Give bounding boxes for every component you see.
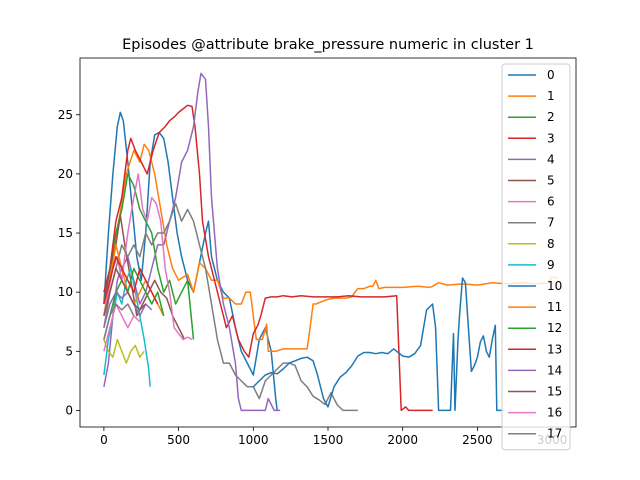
x-tick-label: 1500 bbox=[313, 433, 344, 447]
legend-label: 0 bbox=[547, 68, 555, 82]
series-line-13 bbox=[103, 255, 159, 305]
legend-label: 10 bbox=[547, 279, 562, 293]
chart-title: Episodes @attribute brake_pressure numer… bbox=[122, 37, 534, 53]
series-line-3 bbox=[103, 104, 433, 412]
legend-label: 4 bbox=[547, 152, 555, 166]
y-tick-label: 0 bbox=[65, 403, 73, 417]
legend-label: 7 bbox=[547, 216, 555, 230]
series-line-15 bbox=[103, 267, 147, 316]
legend-label: 16 bbox=[547, 406, 562, 420]
series-line-10 bbox=[252, 277, 505, 412]
series-layer bbox=[103, 72, 559, 412]
y-tick-label: 25 bbox=[58, 108, 73, 122]
y-tick-label: 20 bbox=[58, 167, 73, 181]
x-tick-label: 500 bbox=[167, 433, 190, 447]
series-line-12 bbox=[103, 267, 165, 340]
x-tick-label: 2500 bbox=[462, 433, 493, 447]
x-tick-label: 0 bbox=[100, 433, 108, 447]
legend-label: 9 bbox=[547, 258, 555, 272]
legend-label: 6 bbox=[547, 195, 555, 209]
legend-label: 17 bbox=[547, 427, 562, 441]
legend-label: 5 bbox=[547, 174, 555, 188]
y-tick-label: 15 bbox=[58, 226, 73, 240]
series-line-5 bbox=[103, 214, 186, 340]
legend-label: 15 bbox=[547, 385, 562, 399]
y-tick-label: 5 bbox=[65, 344, 73, 358]
series-line-0 bbox=[103, 111, 278, 411]
series-line-17 bbox=[103, 303, 135, 340]
legend-label: 8 bbox=[547, 237, 555, 251]
legend-label: 14 bbox=[547, 363, 562, 377]
legend-label: 1 bbox=[547, 89, 555, 103]
legend-label: 11 bbox=[547, 300, 562, 314]
legend-label: 2 bbox=[547, 110, 555, 124]
series-line-8 bbox=[103, 338, 145, 364]
legend-label: 13 bbox=[547, 342, 562, 356]
y-axis: 0 5 10 15 20 25 bbox=[58, 108, 80, 417]
y-tick-label: 10 bbox=[58, 285, 73, 299]
series-line-1 bbox=[103, 143, 559, 353]
x-tick-label: 2000 bbox=[387, 433, 418, 447]
series-line-7 bbox=[103, 202, 358, 412]
legend-label: 12 bbox=[547, 321, 562, 335]
x-tick-label: 1000 bbox=[238, 433, 269, 447]
legend-box bbox=[501, 63, 571, 451]
legend-label: 3 bbox=[547, 131, 555, 145]
